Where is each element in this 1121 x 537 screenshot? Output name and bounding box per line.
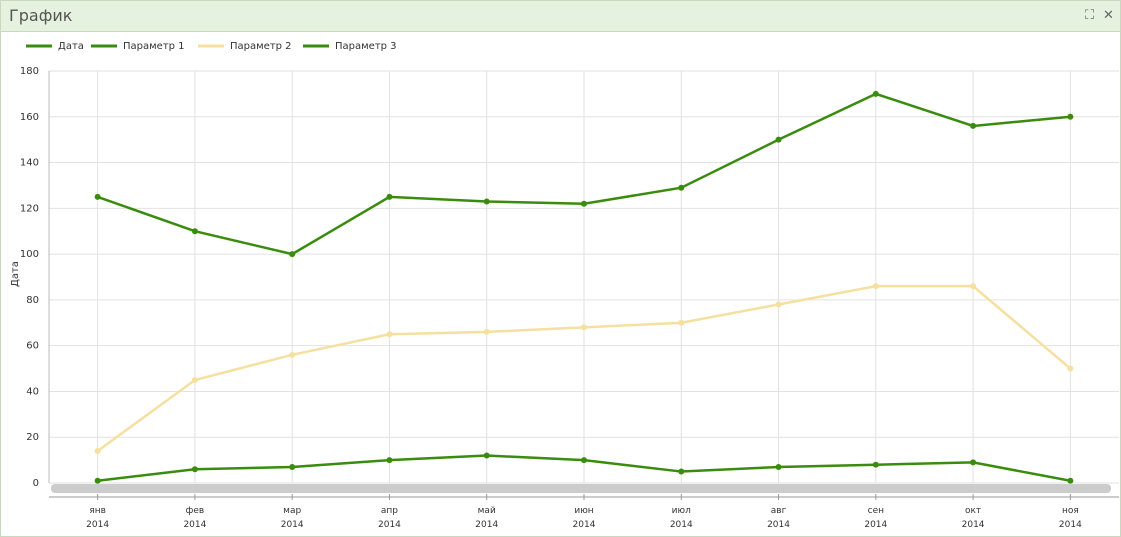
y-tick-label: 60 <box>26 341 39 352</box>
point <box>94 193 101 200</box>
point <box>872 90 879 97</box>
point <box>94 447 101 454</box>
maximize-button[interactable]: ⛶ <box>1085 8 1095 23</box>
point <box>1067 113 1074 120</box>
point <box>191 466 198 473</box>
x-tick-label: авг 2014 <box>767 506 790 530</box>
x-tick-label: май 2014 <box>475 506 499 530</box>
legend-label: Параметр 3 <box>335 41 397 52</box>
y-tick-label: 0 <box>33 478 39 489</box>
point <box>581 324 587 331</box>
x-tick-label: янв 2014 <box>86 506 110 530</box>
point <box>94 477 101 484</box>
scrollbar[interactable] <box>51 484 1111 493</box>
panel-title: График <box>9 6 73 25</box>
point <box>775 136 782 143</box>
legend-label: Дата <box>58 41 84 52</box>
point <box>386 331 393 338</box>
x-tick-label: сен 2014 <box>864 506 888 530</box>
point <box>483 328 490 335</box>
chart: Дата 0 20 40 60 80 100 120 140 160 180 Дата Парамет… <box>10 41 1119 500</box>
x-tick-label: фев 2014 <box>183 506 207 530</box>
y-tick-label: 160 <box>20 112 39 123</box>
x-tick-label: окт 2014 <box>961 506 985 530</box>
point <box>970 283 977 290</box>
point <box>581 200 587 207</box>
point <box>678 319 685 326</box>
point <box>289 251 296 258</box>
point <box>191 377 198 383</box>
header: График ⛶ ✕ <box>1 1 1120 32</box>
point <box>970 459 977 466</box>
point <box>775 301 782 308</box>
point <box>289 351 296 358</box>
y-tick-label: 20 <box>26 432 39 443</box>
point <box>581 457 587 464</box>
x-tick-label: июл 2014 <box>669 506 693 530</box>
point <box>678 468 685 475</box>
y-tick-label: 180 <box>20 66 39 77</box>
close-button[interactable]: ✕ <box>1103 8 1114 23</box>
point <box>386 193 393 200</box>
point <box>289 463 296 470</box>
x-tick-label: мар 2014 <box>280 506 304 530</box>
y-tick-label: 120 <box>20 203 39 214</box>
y-tick-label: 40 <box>26 386 39 397</box>
point <box>872 461 879 468</box>
x-tick-label: июн 2014 <box>572 506 596 530</box>
point <box>1067 477 1074 484</box>
point <box>775 463 782 470</box>
point <box>483 198 490 205</box>
point <box>970 122 977 129</box>
point <box>1067 365 1074 372</box>
y-tick-label: 80 <box>26 295 39 306</box>
point <box>386 457 393 464</box>
legend-label: Параметр 1 <box>123 41 185 52</box>
legend-label: Параметр 2 <box>230 41 292 52</box>
y-tick-label: 100 <box>20 249 39 260</box>
x-tick-label: ноя 2014 <box>1058 506 1082 530</box>
x-tick-label: апр 2014 <box>378 506 401 530</box>
point <box>483 452 490 459</box>
y-tick-label: 140 <box>20 158 39 169</box>
point <box>678 184 685 191</box>
y-axis-label: Дата <box>10 261 21 287</box>
point <box>191 228 198 235</box>
point <box>872 283 879 290</box>
